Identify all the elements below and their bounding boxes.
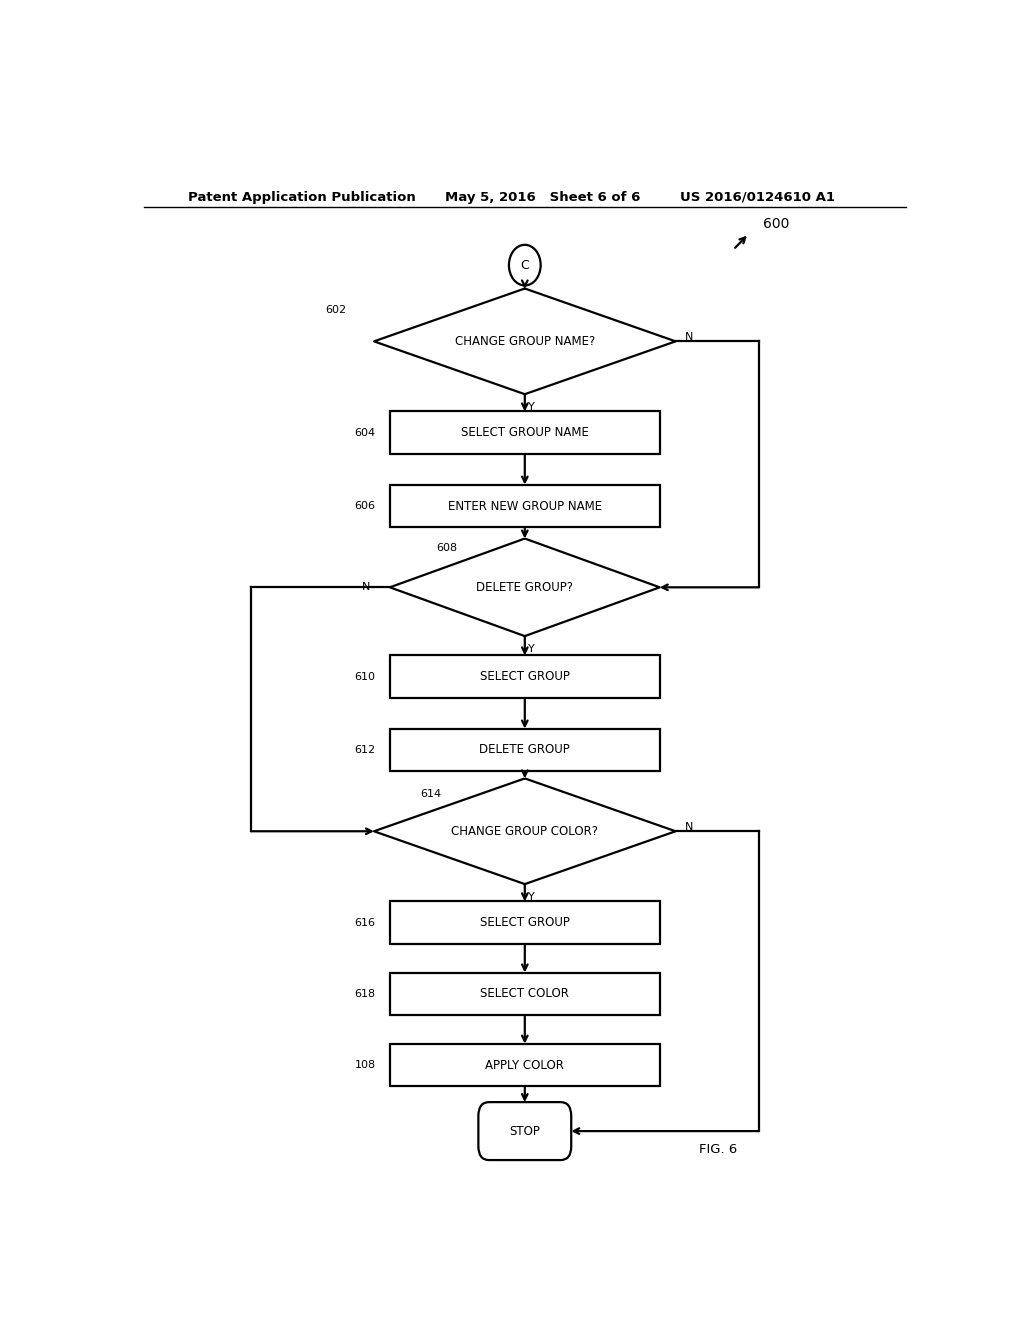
- Text: SELECT GROUP: SELECT GROUP: [480, 916, 569, 929]
- Text: US 2016/0124610 A1: US 2016/0124610 A1: [680, 190, 835, 203]
- Bar: [390, 902, 659, 944]
- Text: N: N: [685, 822, 693, 832]
- Text: 610: 610: [354, 672, 376, 681]
- Text: CHANGE GROUP COLOR?: CHANGE GROUP COLOR?: [452, 825, 598, 838]
- Text: N: N: [361, 582, 370, 593]
- Text: STOP: STOP: [509, 1125, 541, 1138]
- Bar: [390, 484, 659, 528]
- Text: May 5, 2016   Sheet 6 of 6: May 5, 2016 Sheet 6 of 6: [445, 190, 641, 203]
- Text: Y: Y: [527, 403, 535, 412]
- Text: Y: Y: [527, 892, 535, 903]
- Text: SELECT GROUP: SELECT GROUP: [480, 671, 569, 684]
- Text: C: C: [520, 259, 529, 272]
- Text: 108: 108: [354, 1060, 376, 1071]
- Text: 600: 600: [763, 218, 790, 231]
- Text: 616: 616: [354, 917, 376, 928]
- Text: 614: 614: [421, 789, 442, 799]
- Text: FIG. 6: FIG. 6: [699, 1143, 737, 1156]
- Bar: [390, 412, 659, 454]
- Text: ENTER NEW GROUP NAME: ENTER NEW GROUP NAME: [447, 499, 602, 512]
- Text: SELECT GROUP NAME: SELECT GROUP NAME: [461, 426, 589, 440]
- Text: SELECT COLOR: SELECT COLOR: [480, 987, 569, 1001]
- Text: 606: 606: [354, 502, 376, 511]
- FancyBboxPatch shape: [478, 1102, 571, 1160]
- Text: 604: 604: [354, 428, 376, 438]
- Text: APPLY COLOR: APPLY COLOR: [485, 1059, 564, 1072]
- Bar: [390, 973, 659, 1015]
- Text: DELETE GROUP: DELETE GROUP: [479, 743, 570, 756]
- Text: Patent Application Publication: Patent Application Publication: [187, 190, 416, 203]
- Text: DELETE GROUP?: DELETE GROUP?: [476, 581, 573, 594]
- Text: Y: Y: [527, 644, 535, 655]
- Bar: [390, 656, 659, 698]
- Text: CHANGE GROUP NAME?: CHANGE GROUP NAME?: [455, 335, 595, 348]
- Text: 602: 602: [325, 305, 346, 314]
- Text: 608: 608: [436, 544, 458, 553]
- Bar: [390, 1044, 659, 1086]
- Text: 618: 618: [354, 989, 376, 999]
- Text: 612: 612: [354, 744, 376, 755]
- Text: N: N: [685, 333, 693, 342]
- Bar: [390, 729, 659, 771]
